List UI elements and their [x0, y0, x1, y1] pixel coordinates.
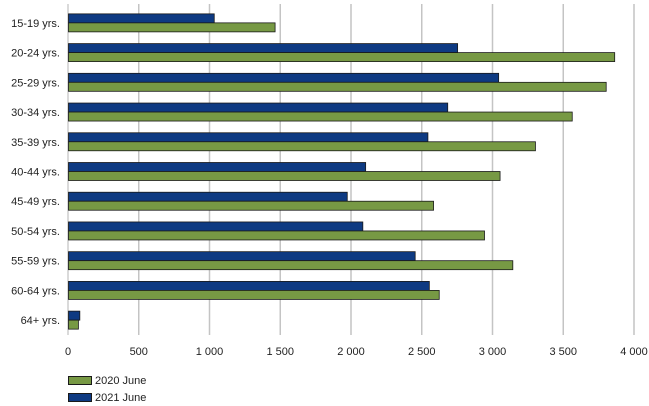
- bar: [68, 171, 501, 181]
- y-tick-label: 25-29 yrs.: [11, 77, 60, 89]
- bar: [68, 230, 485, 241]
- legend-swatch-2021: [68, 393, 92, 402]
- bar: [68, 72, 500, 83]
- y-tick-label: 45-49 yrs.: [11, 196, 60, 208]
- y-tick-label: 64+ yrs.: [21, 315, 60, 327]
- bar: [68, 162, 367, 172]
- x-tick-label: 3 000: [479, 346, 507, 358]
- y-tick-label: 30-34 yrs.: [11, 107, 60, 119]
- legend-item-2021: 2021 June: [68, 389, 146, 406]
- bar: [68, 251, 416, 262]
- bar: [68, 221, 364, 232]
- legend-label-2020: 2020 June: [95, 374, 147, 387]
- bar: [68, 22, 276, 33]
- x-tick-label: 0: [65, 346, 71, 358]
- x-tick-label: 500: [130, 346, 148, 358]
- chart-legend: 2020 June 2021 June: [68, 372, 146, 406]
- bar: [68, 260, 514, 271]
- bar: [68, 52, 616, 62]
- bar: [68, 13, 215, 24]
- x-tick-label: 4 000: [620, 346, 648, 358]
- bar: [68, 281, 430, 291]
- y-tick-label: 40-44 yrs.: [11, 167, 60, 179]
- legend-label-2021: 2021 June: [95, 391, 147, 404]
- legend-item-2020: 2020 June: [68, 372, 146, 389]
- bar: [68, 132, 429, 143]
- bar: [68, 310, 81, 321]
- x-tick-label: 3 500: [549, 346, 577, 358]
- bar: [68, 191, 348, 202]
- x-tick-label: 1 000: [196, 346, 224, 358]
- bar-chart: 0 500 1 000 1 500 2 000 2 500 3 000 3 500 4 000 1…: [11, 4, 648, 358]
- x-tick-label: 2 000: [337, 346, 365, 358]
- x-tick-label: 1 500: [266, 346, 294, 358]
- y-tick-label: 50-54 yrs.: [11, 226, 60, 238]
- bar: [68, 102, 449, 113]
- legend-swatch-2020: [68, 376, 92, 385]
- bar: [68, 141, 536, 152]
- bar: [68, 319, 79, 330]
- y-tick-label: 20-24 yrs.: [11, 48, 60, 60]
- y-tick-label: 15-19 yrs.: [11, 18, 60, 30]
- bar: [68, 290, 440, 300]
- bar: [68, 43, 459, 53]
- bar: [68, 81, 607, 92]
- y-tick-label: 55-59 yrs.: [11, 256, 60, 268]
- x-tick-label: 2 500: [408, 346, 436, 358]
- bar: [68, 200, 434, 211]
- y-tick-label: 60-64 yrs.: [11, 285, 60, 297]
- bar: [68, 111, 573, 122]
- y-tick-label: 35-39 yrs.: [11, 137, 60, 149]
